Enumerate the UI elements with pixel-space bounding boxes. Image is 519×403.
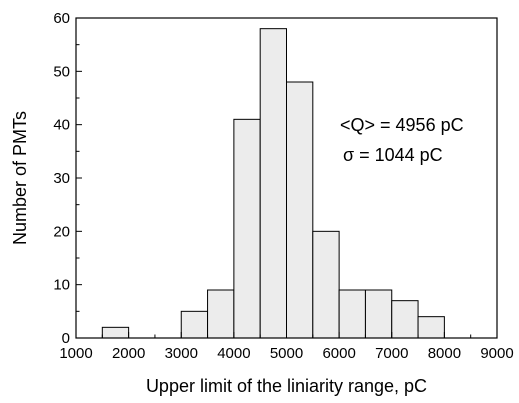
histogram-bar — [101, 326, 130, 339]
y-tick-label: 50 — [53, 63, 70, 80]
y-axis-title: Number of PMTs — [10, 111, 30, 245]
histogram-bars — [101, 28, 445, 339]
histogram-bar — [391, 300, 419, 339]
mean-annotation: <Q> = 4956 pC — [340, 115, 464, 135]
x-tick-label: 7000 — [375, 345, 408, 362]
histogram-bar — [286, 81, 314, 339]
x-tick-label: 9000 — [480, 345, 513, 362]
x-tick-label: 5000 — [270, 345, 303, 362]
plot-frame — [75, 17, 498, 339]
histogram-bar — [417, 316, 445, 339]
y-tick-label: 30 — [53, 170, 70, 187]
histogram-bar — [338, 289, 366, 339]
y-tick-label: 40 — [53, 117, 70, 134]
x-tick-label: 8000 — [428, 345, 461, 362]
y-tick-label: 60 — [53, 10, 70, 27]
x-tick-labels: 1000 2000 3000 4000 5000 6000 7000 8000 9000 — [59, 345, 513, 362]
x-axis-title: Upper limit of the liniarity range, pC — [146, 376, 427, 396]
sigma-annotation: σ = 1044 pC — [343, 145, 443, 165]
x-tick-label: 4000 — [217, 345, 250, 362]
histogram-bar — [233, 118, 261, 339]
y-tick-label: 0 — [62, 330, 70, 347]
y-tick-labels: 0 10 20 30 40 50 60 — [53, 10, 70, 347]
x-tick-label: 2000 — [112, 345, 145, 362]
histogram-bar — [259, 28, 287, 339]
x-tick-label: 6000 — [322, 345, 355, 362]
y-tick-label: 10 — [53, 277, 70, 294]
y-tick-label: 20 — [53, 223, 70, 240]
histogram-bar — [364, 289, 393, 339]
x-tick-label: 1000 — [59, 345, 92, 362]
histogram-bar — [312, 230, 340, 339]
histogram-bar — [180, 310, 209, 339]
histogram-bar — [207, 289, 235, 339]
x-tick-label: 3000 — [165, 345, 198, 362]
